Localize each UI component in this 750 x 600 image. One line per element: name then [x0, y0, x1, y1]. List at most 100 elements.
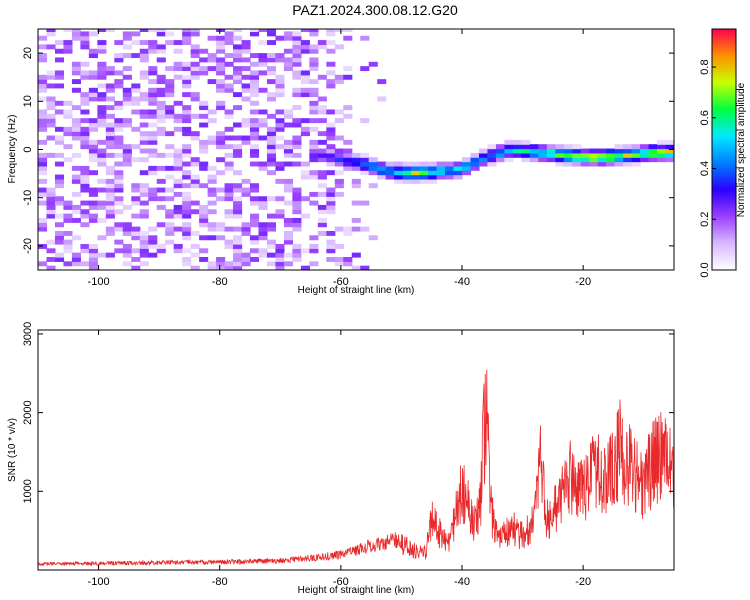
heatmap-cell	[250, 100, 260, 106]
heatmap-cell	[173, 243, 183, 249]
heatmap-cell	[266, 31, 277, 37]
heatmap-cell	[80, 183, 90, 189]
heatmap-cell	[105, 204, 115, 210]
heatmap-cell	[300, 170, 310, 176]
heatmap-cell	[546, 148, 556, 154]
heatmap-cell	[563, 157, 573, 163]
heatmap-cell	[71, 178, 81, 184]
heatmap-cell	[266, 113, 277, 119]
heatmap-cell	[385, 170, 395, 176]
heatmap-cell	[190, 48, 200, 54]
heatmap-cell	[309, 87, 319, 93]
heatmap-cell	[233, 183, 243, 189]
heatmap-cell	[258, 204, 268, 210]
heatmap-cell	[292, 252, 302, 258]
heatmap-cell	[182, 40, 192, 46]
heatmap-cell	[394, 178, 404, 184]
heatmap-cell	[453, 161, 463, 167]
heatmap-cell	[233, 79, 243, 85]
heatmap-cell	[38, 126, 48, 132]
heatmap-cell	[173, 100, 183, 106]
heatmap-cell	[182, 29, 192, 33]
heatmap-cell	[250, 87, 260, 93]
heatmap-cell	[38, 83, 48, 89]
heatmap-cell	[250, 126, 260, 132]
heatmap-cell	[351, 178, 361, 184]
heatmap-cell	[173, 118, 183, 124]
heatmap-cell	[46, 31, 56, 37]
heatmap-cell	[190, 178, 200, 184]
heatmap-cell	[105, 152, 115, 158]
heatmap-cell	[199, 235, 209, 241]
heatmap-cell	[309, 57, 319, 63]
heatmap-cell	[292, 31, 302, 37]
heatmap-cell	[309, 235, 319, 241]
heatmap-cell	[266, 170, 277, 176]
heatmap-cell	[38, 170, 48, 176]
heatmap-cell	[462, 165, 472, 171]
heatmap-cell	[462, 157, 472, 163]
heatmap-cell	[309, 29, 319, 33]
heatmap-cell	[402, 174, 412, 180]
heatmap-cell	[266, 196, 277, 202]
heatmap-cell	[156, 222, 166, 228]
heatmap-cell	[97, 118, 107, 124]
heatmap-cell	[326, 148, 336, 154]
heatmap-cell	[182, 161, 192, 167]
heatmap-cell	[114, 70, 124, 76]
heatmap-cell	[131, 187, 141, 193]
heatmap-cell	[63, 239, 73, 245]
heatmap-cell	[343, 256, 353, 262]
heatmap-cell	[38, 79, 48, 85]
heatmap-cell	[487, 148, 497, 154]
heatmap-cell	[80, 243, 90, 249]
heatmap-cell	[46, 44, 56, 50]
heatmap-cell	[504, 144, 514, 150]
heatmap-cell	[224, 31, 234, 37]
heatmap-cell	[631, 148, 641, 154]
snr-frame	[37, 329, 675, 571]
heatmap-cell	[97, 200, 107, 206]
heatmap-cell	[478, 161, 489, 167]
heatmap-cell	[309, 148, 319, 154]
heatmap-cell	[411, 161, 421, 167]
heatmap-cell	[292, 209, 302, 215]
heatmap-cell	[275, 122, 285, 128]
y-tick-label: 3000	[22, 322, 34, 346]
heatmap-cell	[529, 144, 539, 150]
heatmap-cell	[631, 144, 641, 150]
heatmap-cell	[38, 261, 48, 267]
heatmap-cell	[402, 161, 412, 167]
heatmap-cell	[114, 226, 124, 232]
heatmap-cell	[46, 187, 56, 193]
heatmap-cell	[207, 187, 217, 193]
heatmap-cell	[54, 83, 65, 89]
heatmap-cell	[97, 61, 107, 67]
heatmap-cell	[114, 139, 124, 145]
heatmap-cell	[648, 144, 658, 150]
heatmap-cell	[71, 66, 81, 72]
heatmap-cell	[105, 213, 115, 219]
heatmap-cell	[512, 152, 522, 158]
heatmap-cell	[351, 152, 361, 158]
heatmap-cell	[88, 70, 98, 76]
heatmap-cell	[402, 178, 412, 184]
heatmap-cell	[182, 196, 192, 202]
heatmap-cell	[114, 209, 124, 215]
heatmap-cell	[317, 148, 327, 154]
spectrogram-x-axis-title: Height of straight line (km)	[298, 285, 415, 296]
heatmap-cell	[300, 265, 310, 270]
heatmap-cell	[131, 144, 141, 150]
heatmap-cell	[334, 183, 344, 189]
heatmap-cell	[275, 74, 285, 80]
heatmap-cell	[266, 213, 277, 219]
heatmap-cell	[326, 191, 336, 197]
heatmap-cell	[250, 144, 260, 150]
heatmap-cell	[419, 165, 429, 171]
heatmap-cell	[241, 48, 251, 54]
heatmap-cell	[122, 230, 132, 236]
heatmap-cell	[105, 200, 115, 206]
heatmap-cell	[326, 79, 336, 85]
heatmap-cell	[88, 248, 98, 254]
heatmap-cell	[122, 222, 132, 228]
